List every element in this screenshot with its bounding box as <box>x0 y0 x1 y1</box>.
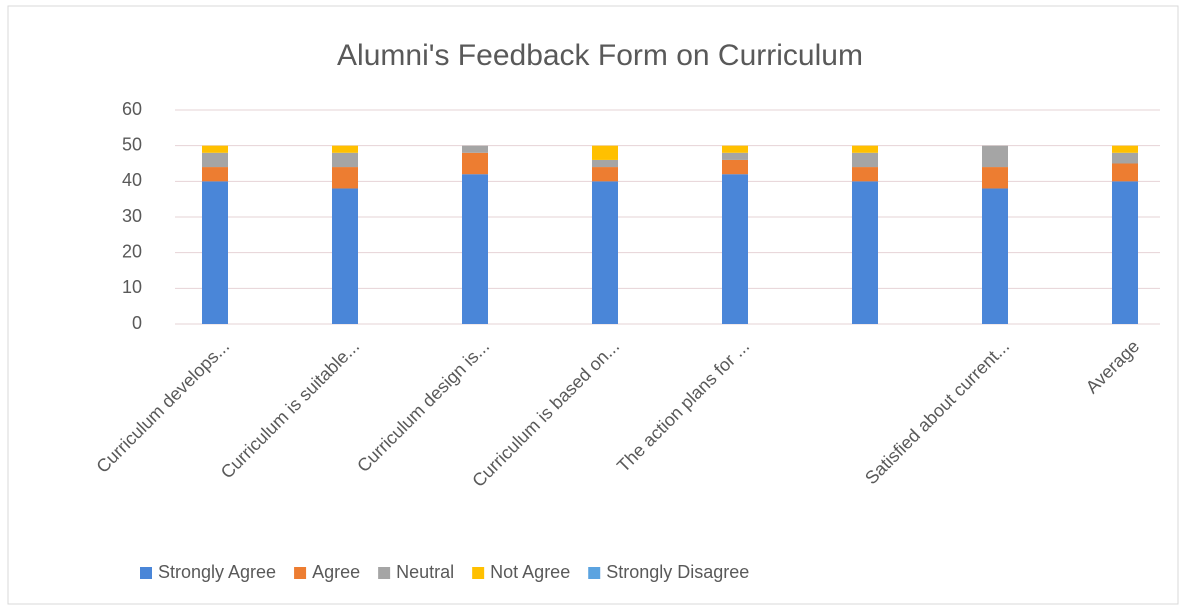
bar-segment <box>1112 145 1138 153</box>
bar-segment <box>202 152 228 168</box>
legend-swatch <box>588 567 601 579</box>
bar-segment <box>592 145 618 160</box>
bar-segment <box>852 152 878 168</box>
y-tick-label: 20 <box>122 241 142 261</box>
bar-segment <box>592 181 618 324</box>
y-tick-label: 0 <box>132 313 142 333</box>
bar-segment <box>1112 181 1138 324</box>
bar-segment <box>722 152 748 160</box>
bar-segment <box>332 188 358 324</box>
chart-title: Alumni's Feedback Form on Curriculum <box>337 39 863 72</box>
bar-segment <box>462 152 488 175</box>
bar-segment <box>332 152 358 168</box>
legend-swatch <box>294 567 307 579</box>
y-tick-label: 30 <box>122 206 142 226</box>
bar-segment <box>852 181 878 324</box>
y-tick-label: 60 <box>122 99 142 119</box>
bar-segment <box>592 159 618 168</box>
legend-label: Neutral <box>396 562 454 582</box>
legend-label: Strongly Agree <box>158 562 276 582</box>
bar-segment <box>852 145 878 153</box>
bar-segment <box>332 167 358 189</box>
bar-segment <box>982 167 1008 189</box>
y-tick-label: 40 <box>122 170 142 190</box>
bar-segment <box>202 167 228 182</box>
bar-segment <box>592 167 618 182</box>
bar-segment <box>1112 163 1138 182</box>
bar-segment <box>462 145 488 153</box>
legend-label: Agree <box>312 562 360 582</box>
legend-label: Not Agree <box>490 562 570 582</box>
legend-label: Strongly Disagree <box>606 562 749 582</box>
bar-segment <box>722 145 748 153</box>
bar-segment <box>722 159 748 175</box>
y-tick-label: 50 <box>122 134 142 154</box>
legend-swatch <box>140 567 152 579</box>
bar-segment <box>982 145 1008 168</box>
bar-segment <box>722 174 748 324</box>
bar-segment <box>202 145 228 153</box>
y-tick-label: 10 <box>122 277 142 297</box>
bar-segment <box>982 188 1008 324</box>
bar-segment <box>202 181 228 324</box>
legend-swatch <box>472 567 485 579</box>
bar-segment <box>852 167 878 182</box>
bar-segment <box>1112 152 1138 164</box>
bar-segment <box>462 174 488 324</box>
bar-segment <box>332 145 358 153</box>
legend-swatch <box>378 567 391 579</box>
